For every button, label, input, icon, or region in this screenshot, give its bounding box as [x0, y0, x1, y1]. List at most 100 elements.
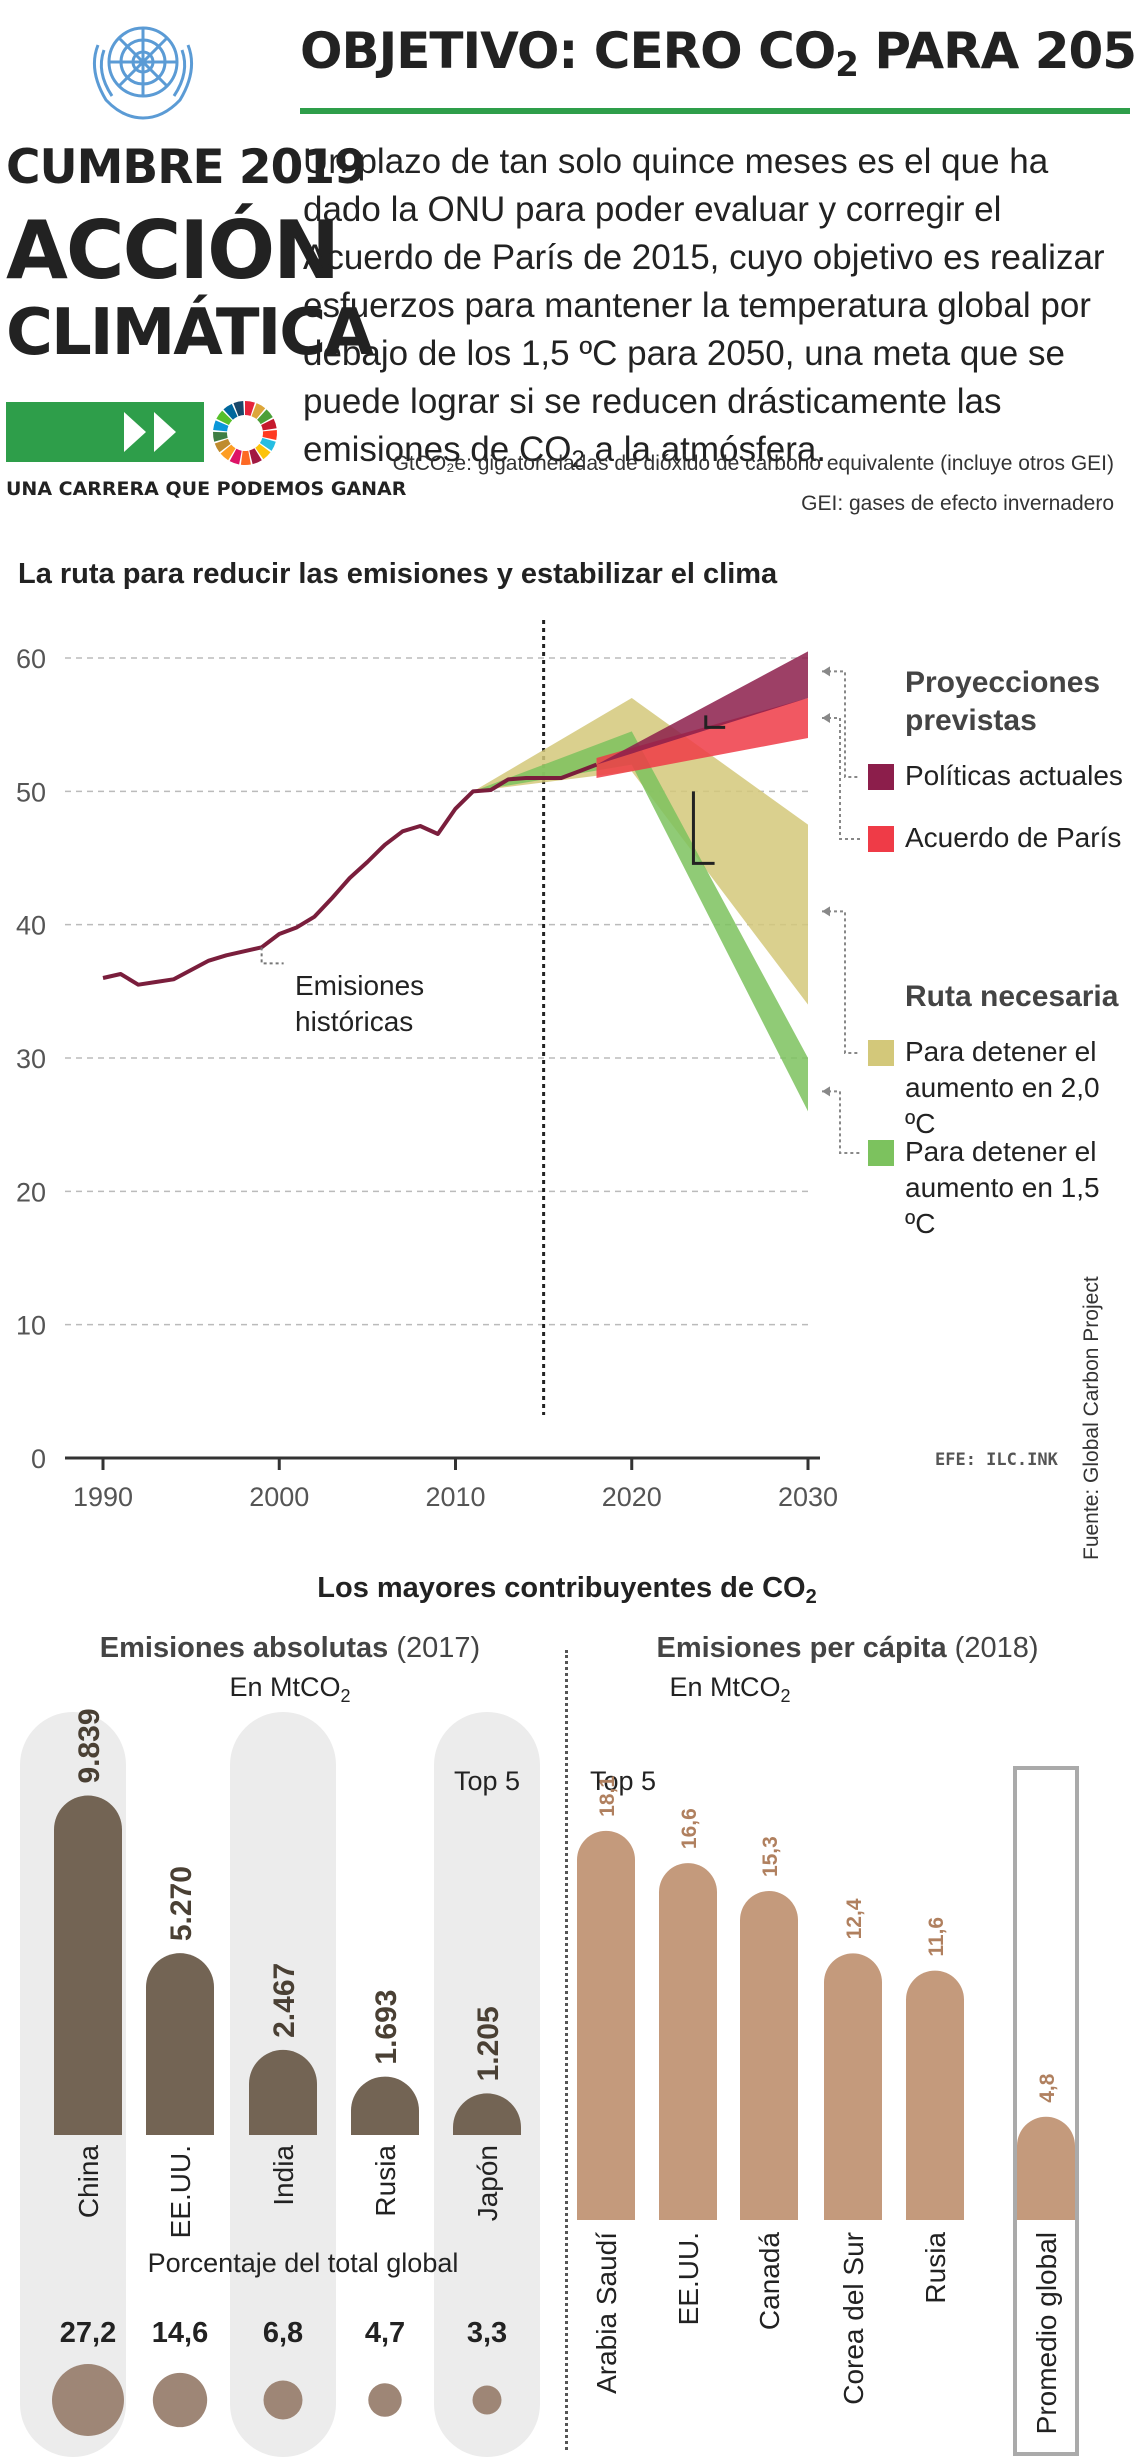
bar-category-label: Arabia Saudí	[591, 2232, 622, 2394]
y-tick-label: 60	[16, 644, 46, 674]
bar-abs-China	[54, 1795, 122, 2135]
bar-value-label: 1.693	[370, 1990, 403, 2065]
fast-forward-icon	[6, 402, 176, 462]
gtco2-note: GtCO₂e: gigatoneladas de dióxido de carb…	[392, 452, 1114, 475]
title-divider	[300, 108, 1130, 114]
summit-tagline: UNA CARRERA QUE PODEMOS GANAR	[6, 478, 407, 500]
legend-label-politicas: Políticas actuales	[905, 760, 1123, 791]
percapita-emissions-chart: Top 518,1 Arabia Saudí 16,6 EE.UU. 15,3 Canad…	[577, 1766, 1079, 2456]
percapita-emissions-unit: En MtCO2	[669, 1672, 791, 1706]
bar-pc-Arabia Saudí	[577, 1830, 635, 2220]
share-title: Porcentaje del total global	[148, 2248, 459, 2278]
band-paris	[596, 698, 808, 778]
absolute-emissions-header: Emisiones absolutas (2017)	[99, 1632, 481, 1664]
leader-15c	[822, 1090, 860, 1154]
historical-emissions-line	[102, 762, 598, 987]
sdg-wheel-segment	[229, 448, 242, 465]
sdg-wheel-segment	[220, 444, 236, 461]
sdg-wheel-segment	[251, 403, 266, 420]
section-divider	[565, 1650, 568, 2450]
bar-pc-Canadá	[740, 1891, 798, 2220]
share-value-label: 14,6	[152, 2317, 208, 2349]
share-value-label: 6,8	[263, 2317, 303, 2349]
bar-category-label: Japón	[472, 2145, 503, 2221]
bar-value-label: 5.270	[165, 1866, 198, 1941]
bar-value-label: 12,4	[843, 1898, 866, 1939]
percapita-emissions-header: Emisiones per cápita (2018)	[656, 1632, 1039, 1664]
summit-logo-bar	[6, 402, 204, 462]
y-tick-label: 0	[31, 1444, 46, 1474]
bar-category-label: Rusia	[370, 2145, 401, 2217]
sdg-wheel-segment	[259, 437, 276, 451]
global-average-box	[1013, 1766, 1079, 2456]
bar-category-label: China	[73, 2145, 104, 2219]
historical-label: Emisiones históricas	[295, 968, 424, 1040]
summit-title-line1: ACCIÓN	[6, 204, 340, 297]
bar-value-label: 18,1	[596, 1776, 619, 1817]
bar-value-label: 4,8	[1036, 2073, 1059, 2103]
bar-category-label: Rusia	[920, 2232, 951, 2304]
legend-label-15c-line1: Para detener el	[905, 1136, 1097, 1167]
column-pill	[434, 1712, 540, 2457]
x-tick-label: 2020	[602, 1482, 662, 1512]
x-tick-label: 2000	[249, 1482, 309, 1512]
intro-paragraph: Un plazo de tan solo quince meses es el …	[303, 142, 1105, 473]
historical-label-line1: Emisiones	[295, 970, 425, 1001]
bar-category-label: India	[268, 2145, 299, 2206]
y-tick-label: 30	[16, 1044, 46, 1074]
gei-note: GEI: gases de efecto invernadero	[801, 492, 1114, 515]
sdg-wheel-icon	[213, 401, 277, 465]
line-chart-title: La ruta para reducir las emisiones y est…	[18, 558, 778, 590]
bar-pc-EE.UU.	[659, 1863, 717, 2220]
legend-projections-heading: Proyecciones previstas	[905, 664, 1100, 740]
share-value-label: 27,2	[60, 2317, 116, 2349]
bar-value-label: 16,6	[678, 1808, 701, 1849]
y-tick-label: 40	[16, 911, 46, 941]
sdg-wheel-segment	[213, 420, 229, 432]
y-tick-label: 10	[16, 1311, 46, 1341]
x-tick-label: 2010	[425, 1482, 485, 1512]
share-circle	[368, 2383, 402, 2417]
bar-category-label: Corea del Sur	[838, 2232, 869, 2405]
historical-leader	[260, 947, 284, 965]
band-current-policies	[596, 651, 808, 765]
sdg-wheel-segment	[233, 401, 245, 417]
gap-marker	[691, 791, 715, 865]
sdg-wheel-segment	[257, 409, 273, 425]
legend-swatch-15c	[868, 1140, 894, 1166]
source-credit: Fuente: Global Carbon Project	[1080, 1276, 1103, 1560]
leader-2c	[822, 910, 860, 1054]
x-tick-label: 2030	[778, 1482, 838, 1512]
legend-label-paris: Acuerdo de París	[905, 822, 1122, 853]
sdg-wheel-segment	[216, 410, 233, 425]
bar-category-label: EE.UU.	[673, 2232, 704, 2325]
legend-label-2c-line2: aumento en 2,0 ºC	[905, 1072, 1100, 1139]
legend-label-2c: Para detener el aumento en 2,0 ºC	[905, 1034, 1134, 1142]
summit-title-line2: CLIMÁTICA	[6, 296, 374, 370]
bar-value-label: 2.467	[268, 1963, 301, 2038]
bar-value-label: 1.205	[472, 2006, 505, 2081]
bar-abs-India	[249, 2049, 317, 2135]
top5-label: Top 5	[590, 1766, 656, 1796]
legend-swatch-paris	[868, 826, 894, 852]
bar-category-label: EE.UU.	[165, 2145, 196, 2238]
share-circle	[52, 2364, 124, 2436]
bar-pc-Rusia	[906, 1970, 964, 2220]
sdg-wheel-segment	[255, 443, 271, 460]
leader-arrow	[822, 1086, 830, 1097]
un-emblem-icon	[92, 26, 194, 120]
historical-label-line2: históricas	[295, 1006, 414, 1037]
sdg-wheel-segment	[240, 450, 251, 465]
share-circle	[152, 2372, 208, 2428]
summit-year-label: CUMBRE 2019	[6, 140, 367, 195]
top5-label: Top 5	[454, 1766, 520, 1796]
bar-value-label: 9.839	[73, 1708, 106, 1783]
leader-arrow	[822, 666, 830, 677]
legend-label-2c-line1: Para detener el	[905, 1036, 1097, 1067]
sdg-wheel-segment	[213, 431, 228, 442]
share-value-label: 3,3	[467, 2317, 507, 2349]
legend-required-heading: Ruta necesaria	[905, 980, 1119, 1013]
legend-projections-line1: Proyecciones	[905, 666, 1101, 699]
legend-swatch-politicas	[868, 764, 894, 790]
